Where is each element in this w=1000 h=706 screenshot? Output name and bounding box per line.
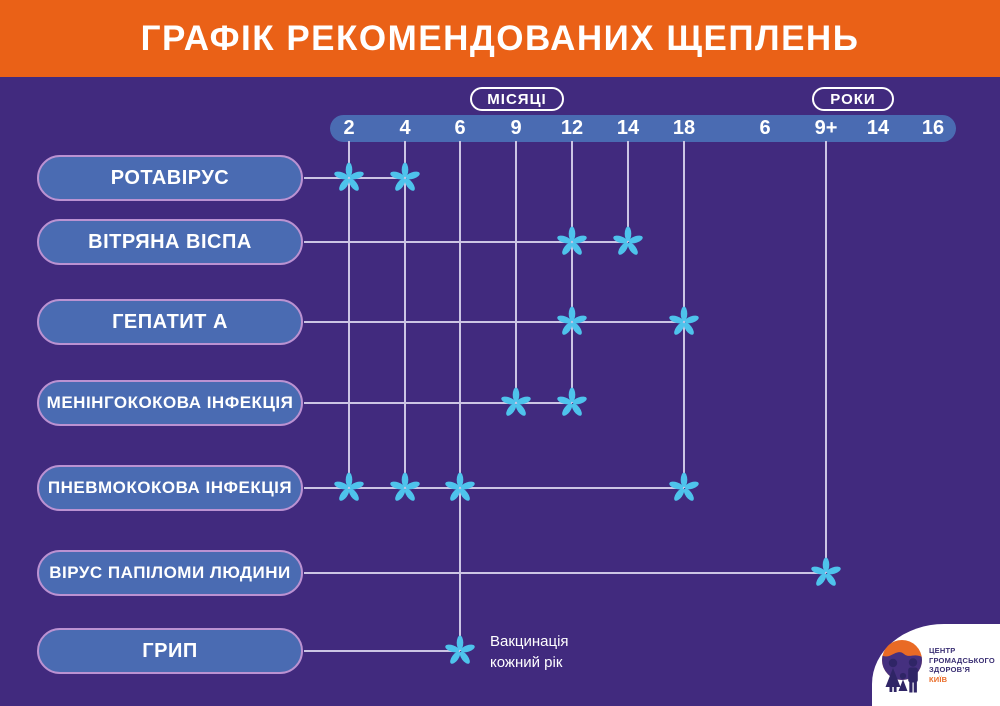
asterisk-mark-icon [613,226,643,255]
vaccine-label-pill: МЕНІНГОКОКОВА ІНФЕКЦІЯ [37,380,303,426]
row-connector-line [304,487,684,489]
drop-line-6m [459,141,461,651]
vaccination-mark [810,557,842,589]
drop-line-2m [348,141,350,488]
vaccine-label-pill: ГЕПАТИТ А [37,299,303,345]
vaccination-mark [612,226,644,258]
drop-line-9m [515,141,517,403]
row-connector-line [304,402,572,404]
drop-line-9y [825,141,827,573]
axis-tick-2m: 2 [343,117,355,139]
axis-tick-14m: 14 [616,117,640,139]
vaccine-label: ГЕПАТИТ А [112,310,228,333]
page-title: ГРАФІК РЕКОМЕНДОВАНИХ ЩЕПЛЕНЬ [140,18,860,58]
vaccination-mark [556,306,588,338]
months-unit-pill: МІСЯЦІ [470,87,564,111]
axis-tick-18m: 18 [672,117,696,139]
asterisk-mark-icon [390,162,420,191]
vaccine-label-pill: ВІТРЯНА ВІСПА [37,219,303,265]
vaccination-mark [333,162,365,194]
asterisk-mark-icon [669,472,699,501]
asterisk-mark-icon [811,557,841,586]
vaccination-mark [668,306,700,338]
vaccination-mark [668,472,700,504]
vaccine-label: РОТАВІРУС [110,166,230,189]
row-connector-line [304,572,826,574]
vaccine-label-pill: РОТАВІРУС [37,155,303,201]
vaccination-mark [389,472,421,504]
public-health-center-logo-icon [882,640,922,693]
org-name-line2: ГРОМАДСЬКОГО [929,655,995,665]
flu-annual-note: Вакцинація кожний рік [490,631,569,673]
flu-note-line2: кожний рік [490,654,563,671]
asterisk-mark-icon [334,162,364,191]
row-connector-line [304,650,460,652]
asterisk-mark-icon [334,472,364,501]
vaccination-mark [444,635,476,667]
years-unit-label: РОКИ [830,90,876,108]
org-city: КИЇВ [929,674,948,684]
years-unit-pill: РОКИ [812,87,894,111]
vaccination-mark [556,387,588,419]
vaccine-label: ГРИП [142,639,198,662]
asterisk-mark-icon [669,306,699,335]
axis-tick-14y: 14 [866,117,890,139]
vaccine-label: ВІРУС ПАПІЛОМИ ЛЮДИНИ [49,563,291,582]
row-connector-line [304,321,684,323]
axis-tick-6y: 6 [759,117,771,139]
asterisk-mark-icon [501,387,531,416]
org-name-line3: ЗДОРОВ’Я [929,665,971,674]
asterisk-mark-icon [557,387,587,416]
vaccination-mark [389,162,421,194]
asterisk-mark-icon [390,472,420,501]
vaccine-label: ПНЕВМОКОКОВА ІНФЕКЦІЯ [47,478,293,497]
axis-tick-9m: 9 [510,117,522,139]
flu-note-line1: Вакцинація [490,633,569,650]
vaccine-label-pill: ВІРУС ПАПІЛОМИ ЛЮДИНИ [37,550,303,596]
vaccine-label: ВІТРЯНА ВІСПА [88,230,252,253]
drop-line-12m [571,141,573,403]
header-bar: ГРАФІК РЕКОМЕНДОВАНИХ ЩЕПЛЕНЬ [0,0,1000,77]
axis-tick-16y: 16 [921,117,945,139]
vaccine-label-pill: ПНЕВМОКОКОВА ІНФЕКЦІЯ [37,465,303,511]
vaccination-mark [333,472,365,504]
asterisk-mark-icon [445,635,475,664]
axis-tick-4m: 4 [399,117,411,139]
asterisk-mark-icon [557,226,587,255]
vaccine-label: МЕНІНГОКОКОВА ІНФЕКЦІЯ [46,393,294,412]
vaccination-mark [500,387,532,419]
vaccine-label-pill: ГРИП [37,628,303,674]
months-unit-label: МІСЯЦІ [487,90,547,108]
asterisk-mark-icon [557,306,587,335]
drop-line-4m [404,141,406,488]
drop-line-14m [627,141,629,242]
vaccination-mark [556,226,588,258]
vaccination-mark [444,472,476,504]
logo-panel: ЦЕНТР ГРОМАДСЬКОГО ЗДОРОВ’Я КИЇВ [872,624,1000,706]
org-name: ЦЕНТР ГРОМАДСЬКОГО ЗДОРОВ’Я КИЇВ [929,646,999,684]
axis-tick-9y: 9+ [814,117,838,139]
axis-tick-6m: 6 [454,117,466,139]
timeline-axis-bar [330,115,956,142]
org-name-line1: ЦЕНТР [929,646,956,655]
axis-tick-12m: 12 [560,117,584,139]
asterisk-mark-icon [445,472,475,501]
row-connector-line [304,241,628,243]
